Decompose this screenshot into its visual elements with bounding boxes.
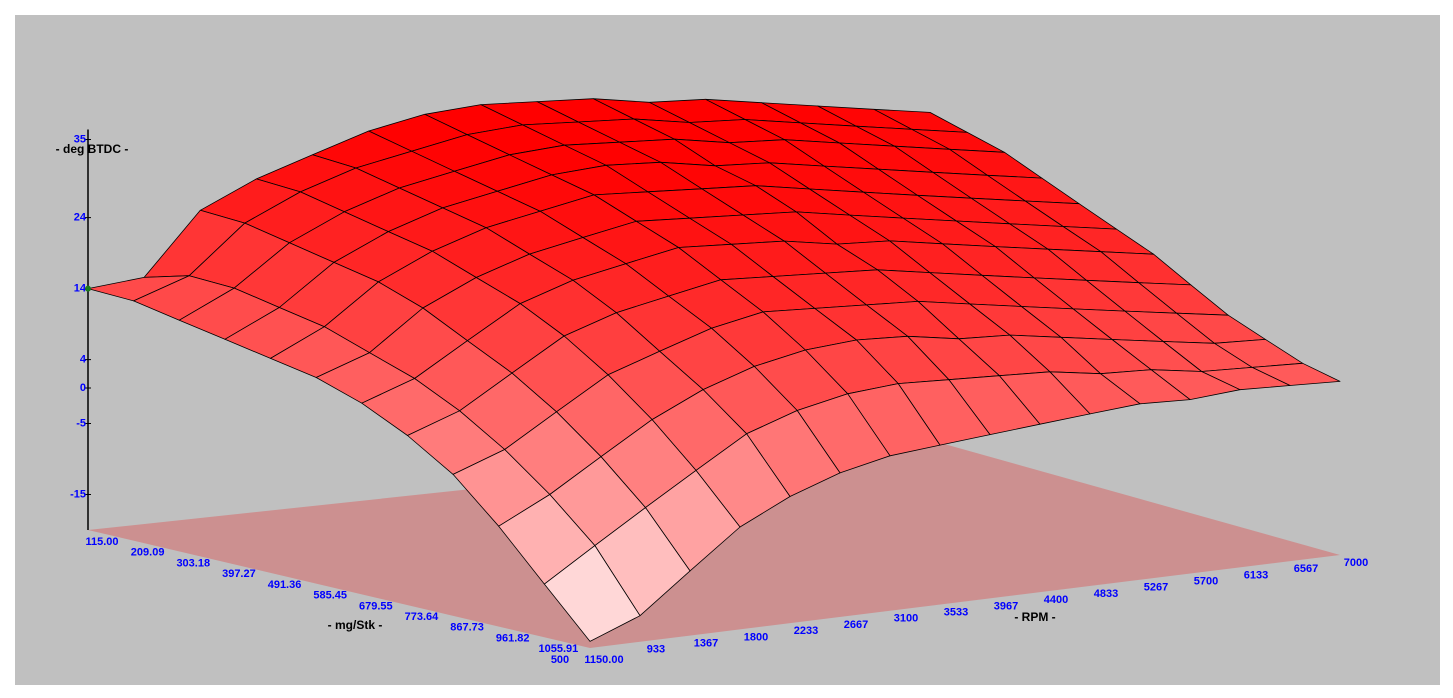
y-tick-label: 115.00 <box>85 536 118 548</box>
z-tick-label: -5 <box>76 417 86 429</box>
y-tick-label: 303.18 <box>176 557 210 569</box>
axes-group: 35 24 14 4 0 -5 -15 115.00 209.09 303.18 397.27 491… <box>70 129 1368 666</box>
x-tick-label: 7000 <box>1344 557 1368 569</box>
x-tick-label: 6567 <box>1294 563 1318 575</box>
z-axis-title: - deg BTDC - <box>56 142 129 156</box>
z-tick-label: 14 <box>74 283 87 295</box>
x-tick-label: 500 <box>551 654 569 666</box>
y-tick-label: 1055.91 <box>538 643 578 655</box>
y-tick-label: 867.73 <box>450 622 484 634</box>
x-tick-label: 6133 <box>1244 569 1268 581</box>
x-tick-label: 4400 <box>1044 594 1068 606</box>
x-axis-title: - RPM - <box>1014 610 1055 624</box>
x-tick-label: 1800 <box>744 631 768 643</box>
y-tick-label: 961.82 <box>496 632 530 644</box>
corner-marker <box>85 285 91 292</box>
z-tick-label: 0 <box>80 382 86 394</box>
y-tick-label: 397.27 <box>222 568 256 580</box>
y-axis-title: - mg/Stk - <box>328 618 383 632</box>
y-tick-label: 1150.00 <box>584 654 623 666</box>
x-tick-label: 2233 <box>794 625 818 637</box>
z-tick-label: 4 <box>80 354 87 366</box>
surface-group <box>87 98 1341 642</box>
y-tick-label: 209.09 <box>131 547 165 559</box>
x-tick-label: 5700 <box>1194 576 1218 588</box>
surface-cell <box>544 545 641 642</box>
x-tick-label: 2667 <box>844 619 868 631</box>
y-tick-label: 585.45 <box>313 590 347 602</box>
x-tick-label: 1367 <box>694 638 718 650</box>
x-tick-label: 4833 <box>1094 588 1118 600</box>
x-tick-label: 3100 <box>894 613 918 625</box>
x-tick-label: 5267 <box>1144 582 1168 594</box>
x-tick-label: 3967 <box>994 600 1018 612</box>
x-tick-label: 3533 <box>944 607 968 619</box>
x-tick-label: 933 <box>647 644 665 656</box>
z-tick-label: 24 <box>74 212 87 224</box>
y-tick-label: 679.55 <box>359 600 393 612</box>
z-tick-label: 35 <box>74 133 86 145</box>
y-tick-label: 491.36 <box>268 579 302 591</box>
y-tick-label: 773.64 <box>405 611 440 623</box>
z-tick-label: -15 <box>70 488 86 500</box>
